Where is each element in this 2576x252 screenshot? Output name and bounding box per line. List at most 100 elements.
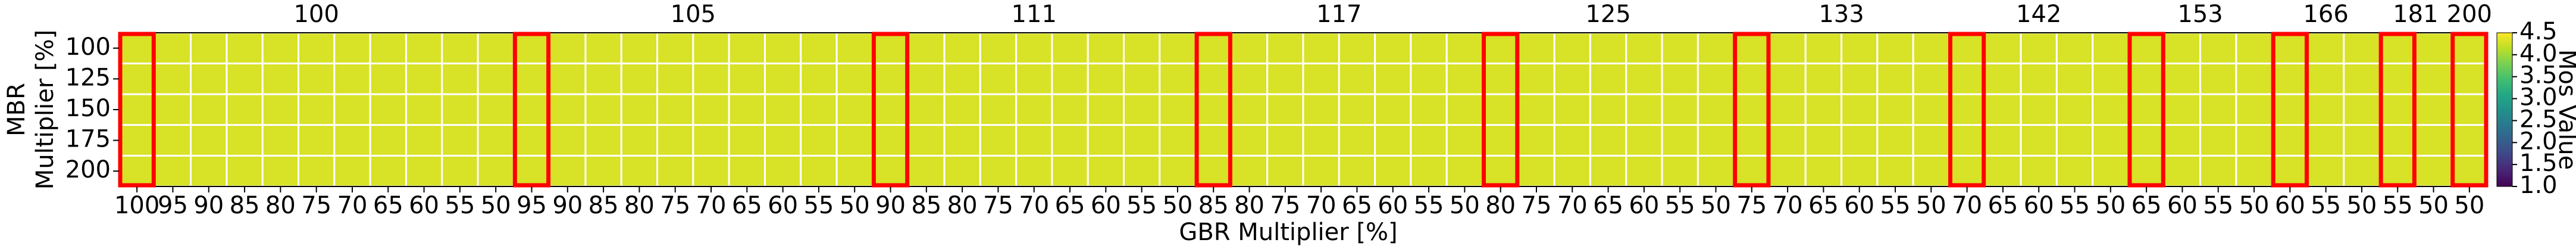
heatmap-cell bbox=[1804, 93, 1843, 126]
heatmap-cell bbox=[1087, 63, 1125, 95]
heatmap-cell bbox=[2306, 124, 2345, 157]
heatmap-cell bbox=[477, 124, 515, 157]
heatmap-cell bbox=[1338, 32, 1376, 65]
heatmap-cell bbox=[118, 63, 156, 95]
heatmap-cell bbox=[2020, 93, 2058, 126]
heatmap-cell bbox=[1517, 93, 1555, 126]
highlight-box bbox=[2271, 32, 2309, 188]
heatmap-cell bbox=[477, 93, 515, 126]
heatmap-cell bbox=[1015, 63, 1053, 95]
heatmap-cell bbox=[728, 63, 766, 95]
heatmap-cell bbox=[1625, 124, 1663, 157]
heatmap-cell bbox=[1984, 93, 2022, 126]
heatmap-cell bbox=[871, 124, 910, 157]
heatmap-cell bbox=[1482, 154, 1520, 188]
heatmap-cell bbox=[728, 154, 766, 188]
group-label: 100 bbox=[293, 1, 339, 28]
heatmap-cell bbox=[1230, 154, 1269, 188]
heatmap-cell bbox=[298, 124, 336, 157]
heatmap-cell bbox=[763, 154, 802, 188]
heatmap-cell bbox=[1589, 154, 1627, 188]
heatmap-cell bbox=[405, 154, 443, 188]
heatmap-cell bbox=[2020, 63, 2058, 95]
heatmap-cell bbox=[1984, 154, 2022, 188]
heatmap-cell bbox=[979, 154, 1018, 188]
heatmap-cell bbox=[2271, 32, 2309, 65]
x-tick-label: 50 bbox=[1701, 192, 1731, 219]
heatmap-cell bbox=[2235, 32, 2273, 65]
highlight-box bbox=[1733, 32, 1771, 188]
heatmap-cell bbox=[1374, 154, 1412, 188]
heatmap-cell bbox=[1194, 154, 1232, 188]
x-tick-label: 50 bbox=[1162, 192, 1192, 219]
heatmap-cell bbox=[1015, 154, 1053, 188]
x-tick-label: 65 bbox=[1342, 192, 1372, 219]
heatmap-cell bbox=[835, 63, 874, 95]
x-tick-label: 75 bbox=[1270, 192, 1300, 219]
x-tick-label: 70 bbox=[1306, 192, 1336, 219]
heatmap-cell bbox=[1841, 124, 1879, 157]
heatmap-cell bbox=[728, 93, 766, 126]
heatmap-cell bbox=[190, 124, 228, 157]
heatmap-cell bbox=[298, 93, 336, 126]
heatmap-cell bbox=[979, 93, 1018, 126]
group-label: 125 bbox=[1585, 1, 1630, 28]
heatmap-cell bbox=[907, 32, 946, 65]
x-tick-label: 60 bbox=[2275, 192, 2305, 219]
heatmap-cell bbox=[405, 93, 443, 126]
heatmap-cell bbox=[369, 124, 407, 157]
heatmap-cell bbox=[2055, 93, 2094, 126]
heatmap-cell bbox=[907, 63, 946, 95]
heatmap-cell bbox=[1912, 93, 1950, 126]
heatmap-cell bbox=[656, 63, 694, 95]
heatmap-cell bbox=[1553, 93, 1591, 126]
x-tick-label: 65 bbox=[1055, 192, 1085, 219]
heatmap-cell bbox=[656, 154, 694, 188]
heatmap-cell bbox=[1625, 154, 1663, 188]
heatmap-cell bbox=[1625, 32, 1663, 65]
highlight-box bbox=[118, 32, 156, 188]
heatmap-cell bbox=[1194, 32, 1232, 65]
colorbar-tick-label: 4.0 bbox=[2519, 40, 2558, 67]
heatmap-cell bbox=[584, 154, 622, 188]
heatmap-cell bbox=[1159, 93, 1197, 126]
heatmap-cell bbox=[118, 93, 156, 126]
x-tick-label: 75 bbox=[983, 192, 1013, 219]
x-tick-label: 80 bbox=[1234, 192, 1264, 219]
heatmap-cell bbox=[1445, 124, 1484, 157]
heatmap-cell bbox=[1051, 32, 1089, 65]
heatmap-cell bbox=[1159, 154, 1197, 188]
heatmap-cell bbox=[835, 93, 874, 126]
heatmap-cell bbox=[369, 63, 407, 95]
heatmap-cell bbox=[2450, 124, 2489, 157]
heatmap-cell bbox=[1159, 124, 1197, 157]
heatmap-cell bbox=[1841, 63, 1879, 95]
heatmap-cell bbox=[1876, 93, 1914, 126]
heatmap-cell bbox=[1589, 32, 1627, 65]
heatmap-cell bbox=[1087, 124, 1125, 157]
heatmap-cell bbox=[979, 124, 1018, 157]
heatmap-cell bbox=[2235, 154, 2273, 188]
group-label: 117 bbox=[1316, 1, 1361, 28]
colorbar-tick-label: 2.5 bbox=[2519, 105, 2558, 133]
heatmap-cell bbox=[1230, 124, 1269, 157]
heatmap-cell bbox=[2127, 154, 2165, 188]
x-tick-label: 100 bbox=[114, 192, 159, 219]
heatmap-cell bbox=[2343, 93, 2381, 126]
x-tick-label: 50 bbox=[481, 192, 511, 219]
heatmap-cell bbox=[2343, 32, 2381, 65]
x-tick-label: 50 bbox=[1916, 192, 1946, 219]
x-tick-label: 65 bbox=[2131, 192, 2162, 219]
x-tick-label: 55 bbox=[1126, 192, 1157, 219]
x-tick-label: 60 bbox=[768, 192, 798, 219]
group-label: 181 bbox=[2393, 1, 2438, 28]
heatmap-cell bbox=[2199, 124, 2237, 157]
heatmap-cell bbox=[656, 93, 694, 126]
heatmap-cell bbox=[477, 63, 515, 95]
heatmap-cell bbox=[1338, 154, 1376, 188]
x-tick-label: 90 bbox=[875, 192, 906, 219]
x-tick-label: 65 bbox=[1808, 192, 1839, 219]
heatmap-cell bbox=[1769, 93, 1807, 126]
heatmap-cell bbox=[620, 154, 659, 188]
heatmap-cell bbox=[369, 93, 407, 126]
